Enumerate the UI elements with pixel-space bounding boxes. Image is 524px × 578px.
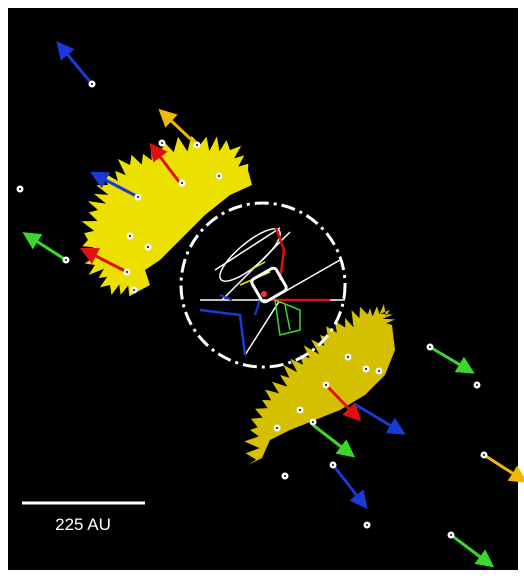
arrow [450,533,495,568]
arrow [149,142,182,184]
dot-center [312,421,314,423]
arrow [22,232,67,262]
dot-center [218,175,220,177]
scale-label: 225 AU [55,515,111,534]
dot-center [347,356,349,358]
dash-circle [179,201,347,369]
dot-center [133,289,135,291]
dot-center [284,475,286,477]
arrow [79,247,128,274]
dots [16,80,488,539]
dot-center [325,384,327,386]
arrow [90,171,139,199]
dot-center [126,271,128,273]
arrow [355,403,406,435]
arrow [56,41,94,85]
lower-lobe [244,304,396,465]
dot-center [276,427,278,429]
dot-center [147,246,149,248]
dot-center [365,368,367,370]
dot-center [483,454,485,456]
arrow [324,383,362,422]
dot-center [429,346,431,348]
arrow [312,423,356,458]
dot-center [181,182,183,184]
arrow [158,108,199,147]
inner-model [199,227,345,356]
arrow [331,464,368,510]
dot-center [366,524,368,526]
arrow [429,345,475,374]
dot-center [65,259,67,261]
dot-center [137,196,139,198]
dot-center [129,235,131,237]
dot-center [332,464,334,466]
dot-center [299,409,301,411]
dot-center [450,534,452,536]
dot-center [19,188,21,190]
dot-center [196,144,198,146]
dot-center [476,384,478,386]
lobes [81,135,396,465]
upper-lobe [81,135,252,297]
dot-center [91,83,93,85]
dot-center [378,370,380,372]
arrow [483,453,524,483]
dot-center [161,142,163,144]
arrows [22,41,524,568]
background [8,8,518,570]
